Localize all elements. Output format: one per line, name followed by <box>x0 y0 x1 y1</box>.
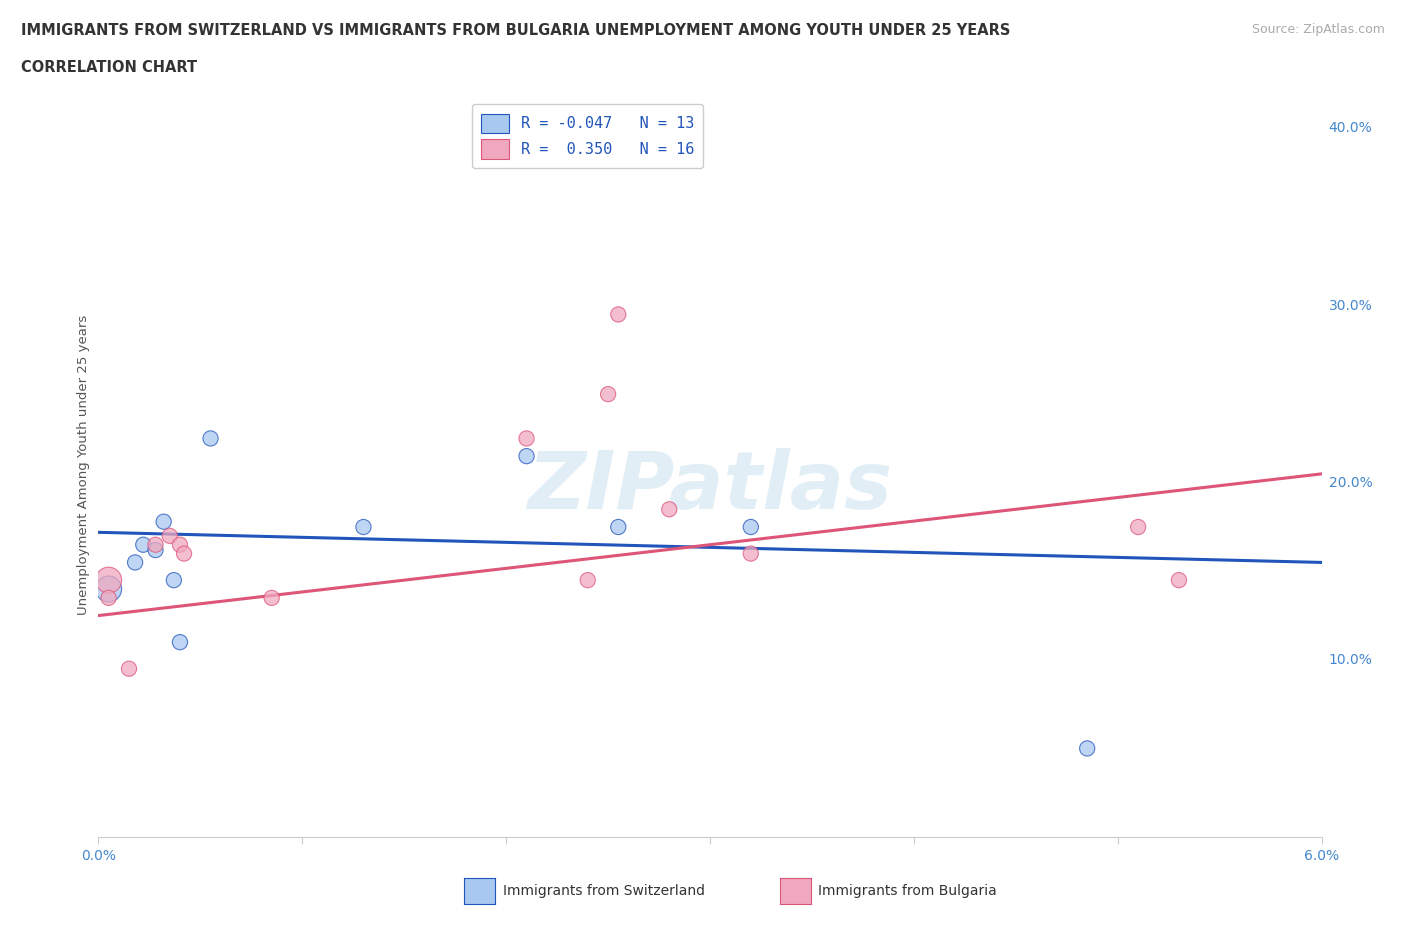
Point <box>124 555 146 570</box>
Point <box>145 538 167 552</box>
Y-axis label: Unemployment Among Youth under 25 years: Unemployment Among Youth under 25 years <box>77 315 90 615</box>
Point <box>1076 741 1098 756</box>
Text: 10.0%: 10.0% <box>1329 653 1372 667</box>
Point <box>658 502 681 517</box>
Point <box>576 573 599 588</box>
Point <box>97 573 120 588</box>
Legend: R = -0.047   N = 13, R =  0.350   N = 16: R = -0.047 N = 13, R = 0.350 N = 16 <box>472 104 703 168</box>
Point <box>169 538 191 552</box>
Point <box>515 431 537 445</box>
Text: ZIPatlas: ZIPatlas <box>527 448 893 526</box>
Text: Immigrants from Switzerland: Immigrants from Switzerland <box>503 884 706 898</box>
Point <box>145 542 167 557</box>
Text: CORRELATION CHART: CORRELATION CHART <box>21 60 197 75</box>
Point <box>152 514 174 529</box>
Text: Source: ZipAtlas.com: Source: ZipAtlas.com <box>1251 23 1385 36</box>
Point <box>740 520 762 535</box>
Point <box>159 528 181 543</box>
Point <box>163 573 186 588</box>
Text: 20.0%: 20.0% <box>1329 476 1372 490</box>
Point <box>515 448 537 463</box>
Point <box>173 546 195 561</box>
Text: IMMIGRANTS FROM SWITZERLAND VS IMMIGRANTS FROM BULGARIA UNEMPLOYMENT AMONG YOUTH: IMMIGRANTS FROM SWITZERLAND VS IMMIGRANT… <box>21 23 1011 38</box>
Point <box>352 520 374 535</box>
Point <box>97 581 120 596</box>
Point <box>118 661 141 676</box>
Text: 40.0%: 40.0% <box>1329 122 1372 136</box>
Point <box>200 431 222 445</box>
Point <box>740 546 762 561</box>
Text: 30.0%: 30.0% <box>1329 299 1372 312</box>
Point <box>260 591 283 605</box>
Text: Immigrants from Bulgaria: Immigrants from Bulgaria <box>818 884 997 898</box>
Point <box>132 538 155 552</box>
Point <box>1167 573 1189 588</box>
Point <box>169 634 191 649</box>
Point <box>596 387 619 402</box>
Point <box>97 591 120 605</box>
Point <box>1126 520 1149 535</box>
Point <box>607 307 630 322</box>
Point <box>607 520 630 535</box>
